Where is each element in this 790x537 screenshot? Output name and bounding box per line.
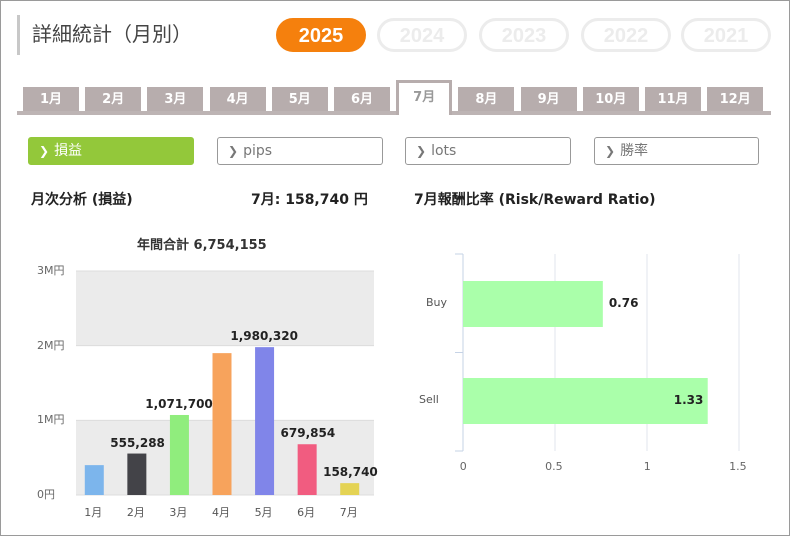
annual-total: 年間合計 6,754,155 <box>137 238 267 253</box>
x-tick-label: 6月 <box>297 506 316 519</box>
tab-month-11[interactable]: 11月 <box>645 87 701 111</box>
y-tick-label: 0円 <box>37 488 55 501</box>
bar-1月 <box>84 465 104 495</box>
tab-month-8[interactable]: 8月 <box>458 87 515 111</box>
x-tick-label: 3月 <box>169 506 188 519</box>
tab-month-6[interactable]: 6月 <box>334 87 390 111</box>
metric-profit-button[interactable]: ❯ 損益 <box>28 137 194 165</box>
bar-value-label: 1,980,320 <box>230 329 298 344</box>
plot-band <box>76 271 374 346</box>
metric-pips-button[interactable]: ❯ pips <box>217 137 383 165</box>
chevron-right-icon: ❯ <box>416 144 427 158</box>
bar-7月 <box>340 483 360 495</box>
year-2022-button[interactable]: 2022 <box>581 18 671 52</box>
tab-month-9[interactable]: 9月 <box>520 87 577 111</box>
bar-value-label: 1,071,700 <box>145 396 213 411</box>
page-title: 詳細統計（月別） <box>17 15 192 55</box>
metric-win-rate-button[interactable]: ❯ 勝率 <box>594 137 759 165</box>
x-tick-label: 1.5 <box>729 460 747 473</box>
y-tick-label: 1M円 <box>37 413 65 427</box>
x-tick-label: 7月 <box>339 506 358 519</box>
metric-label: lots <box>431 143 457 159</box>
x-tick-label: 4月 <box>212 506 230 519</box>
x-tick-label: 0 <box>459 460 467 473</box>
bar-2月 <box>127 453 147 495</box>
chevron-right-icon: ❯ <box>39 144 50 158</box>
bar-value-label: 158,740 <box>323 465 378 480</box>
tab-month-5[interactable]: 5月 <box>271 87 328 111</box>
tab-month-3[interactable]: 3月 <box>147 87 204 111</box>
x-tick-label: 2月 <box>126 506 145 519</box>
metric-label: 勝率 <box>620 143 649 159</box>
tab-month-2[interactable]: 2月 <box>85 87 142 111</box>
bar-value-label: 0.76 <box>608 296 639 310</box>
year-2021-button[interactable]: 2021 <box>681 18 771 52</box>
risk-reward-heading: 7月報酬比率 (Risk/Reward Ratio) <box>414 192 656 208</box>
year-2024-button[interactable]: 2024 <box>377 18 467 52</box>
x-tick-label: 5月 <box>254 506 273 519</box>
x-tick-label: 1月 <box>84 506 103 519</box>
tab-month-12[interactable]: 12月 <box>707 87 764 111</box>
y-tick-label: Buy <box>426 296 448 309</box>
metric-label: 損益 <box>54 143 83 159</box>
tab-month-10[interactable]: 10月 <box>582 87 639 111</box>
monthly-analysis-heading: 月次分析 (損益) <box>31 192 133 208</box>
y-tick-label: 2M円 <box>37 338 65 352</box>
tab-month-7[interactable]: 7月 <box>396 80 453 115</box>
current-month-value: 7月: 158,740 円 <box>251 192 368 208</box>
month-tabs-baseline <box>17 111 771 115</box>
bar-value-label: 555,288 <box>110 435 165 450</box>
bar-buy <box>463 281 603 327</box>
y-tick-label: 3M円 <box>37 264 65 277</box>
year-2023-button[interactable]: 2023 <box>479 18 569 52</box>
metric-lots-button[interactable]: ❯ lots <box>405 137 571 165</box>
bar-4月 <box>212 353 232 495</box>
bar-value-label: 679,854 <box>280 426 336 441</box>
tab-month-4[interactable]: 4月 <box>209 87 266 111</box>
chevron-right-icon: ❯ <box>605 144 616 158</box>
x-tick-label: 0.5 <box>545 460 563 473</box>
bar-3月 <box>169 414 189 495</box>
bar-value-label: 1.33 <box>673 393 704 407</box>
chevron-right-icon: ❯ <box>228 144 239 158</box>
y-tick-label: Sell <box>419 393 439 406</box>
bar-5月 <box>255 347 275 495</box>
metric-label: pips <box>243 143 273 159</box>
x-tick-label: 1 <box>643 460 651 473</box>
bar-6月 <box>297 444 317 495</box>
bar-sell <box>463 378 708 424</box>
tab-month-1[interactable]: 1月 <box>23 87 79 111</box>
year-2025-button[interactable]: 2025 <box>276 18 366 52</box>
